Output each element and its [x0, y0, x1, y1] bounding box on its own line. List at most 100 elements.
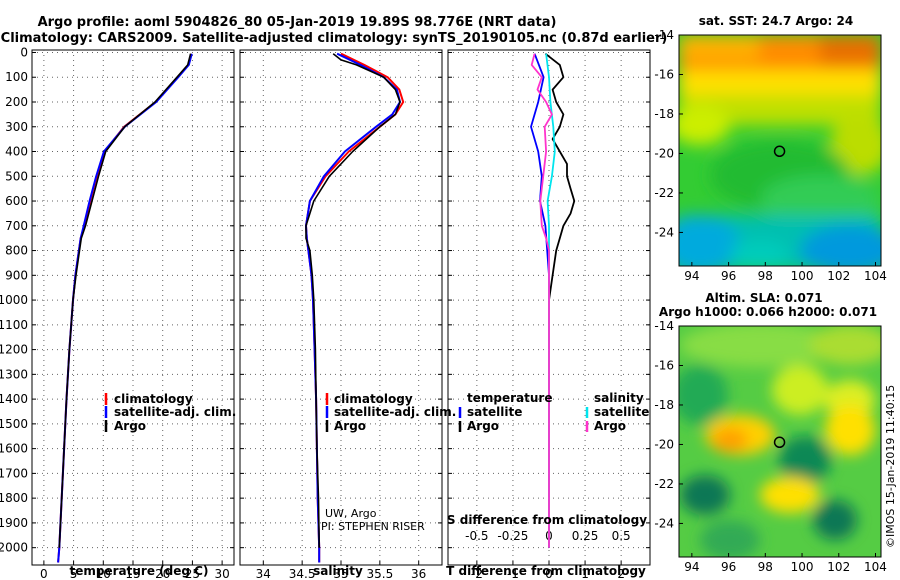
sla-map-field [679, 326, 881, 557]
legend-s-argo: Argo [594, 419, 626, 433]
temperature-legend: climatology satellite-adj. clim. Argo [104, 392, 236, 433]
map-x-tick-label: 96 [721, 560, 736, 574]
salinity-annotation-uw: UW, Argo [325, 507, 377, 520]
sla-argo-location-marker [773, 436, 786, 449]
pressure-tick-label: 900 [5, 268, 28, 282]
x-tick-label: 2 [617, 567, 625, 580]
map-x-tick-label: 94 [684, 269, 699, 283]
salinity-xlabel: salinity [313, 564, 363, 578]
legend-climatology: climatology [334, 392, 413, 406]
s-tick-label: 0.5 [612, 529, 631, 543]
sst-map-field [679, 35, 881, 266]
salinity-grid [240, 50, 442, 565]
x-tick-label: 34.5 [289, 567, 316, 580]
x-tick-label: -2 [471, 567, 483, 580]
legend-argo: Argo [114, 419, 146, 433]
header-line2: Climatology: CARS2009. Satellite-adjuste… [1, 31, 668, 46]
sst-map-ticks: 94 96 98 100 102 104 -14 -16 -18 -20 -22 -24 [654, 28, 887, 283]
pressure-tick-labels: 0 100 200 300 400 500 600 700 800 900 1000 1100 1200… [0, 45, 28, 554]
map-y-tick-label: -20 [654, 146, 674, 160]
x-tick-label: 25 [185, 567, 200, 580]
x-tick-label: 0 [545, 567, 553, 580]
pressure-tick-label: 700 [5, 219, 28, 233]
sla-map-frame [678, 325, 882, 558]
x-tick-label: 10 [96, 567, 111, 580]
sst-argo-location-marker [773, 145, 786, 158]
x-tick-label: 20 [155, 567, 170, 580]
pressure-tick-label: 500 [5, 169, 28, 183]
temperature-lines [57, 53, 193, 563]
satellite-adj-line [305, 52, 401, 563]
pressure-tick-label: 1400 [0, 392, 28, 406]
sst-map-title: sat. SST: 24.7 Argo: 24 [699, 14, 853, 28]
s-argo-diff-line [530, 53, 553, 548]
pressure-tick-label: 1000 [0, 293, 28, 307]
map-y-tick-label: -24 [654, 225, 674, 239]
pressure-tick-label: 400 [5, 145, 28, 159]
t-difference-tick-labels: -2 -1 0 1 2 [471, 567, 625, 580]
pressure-tick-label: 200 [5, 95, 28, 109]
difference-legend: temperature satellite Argo salinity sate… [458, 391, 649, 433]
map-x-tick-label: 104 [864, 560, 887, 574]
t-argo-diff-line [544, 52, 576, 548]
map-x-tick-label: 104 [864, 269, 887, 283]
pressure-tick-label: 1600 [0, 442, 28, 456]
map-y-tick-label: -20 [654, 437, 674, 451]
legend-t-satellite: satellite [467, 405, 522, 419]
map-x-tick-label: 102 [827, 560, 850, 574]
sla-map-title2: Argo h1000: 0.066 h2000: 0.071 [659, 305, 877, 319]
map-x-tick-label: 98 [758, 560, 773, 574]
pressure-tick-label: 800 [5, 244, 28, 258]
map-x-tick-label: 94 [684, 560, 699, 574]
legend-t-argo: Argo [467, 419, 499, 433]
x-tick-label: 35 [333, 567, 348, 580]
legend-salinity-title: salinity [594, 391, 644, 405]
sst-map-frame [678, 34, 882, 267]
argo-line [305, 53, 401, 548]
satellite-adj-line [57, 53, 193, 563]
t-difference-xlabel: T difference from climatology [446, 564, 646, 578]
pressure-tick-label: 1700 [0, 466, 28, 480]
salinity-annotation-pi: PI: STEPHEN RISER [321, 520, 425, 533]
pressure-tick-label: 1800 [0, 491, 28, 505]
s-tick-label: 0.25 [572, 529, 599, 543]
map-y-tick-label: -16 [654, 358, 674, 372]
temperature-xlabel: temperature (deg C) [70, 564, 209, 578]
salinity-tick-labels: 34 34.5 35 35.5 36 [256, 567, 427, 580]
temperature-grid [32, 50, 234, 565]
s-tick-label: -0.5 [465, 529, 488, 543]
x-tick-label: 35.5 [366, 567, 393, 580]
map-x-tick-label: 98 [758, 269, 773, 283]
x-tick-label: 0 [40, 567, 48, 580]
pressure-tick-label: 100 [5, 70, 28, 84]
map-y-tick-label: -22 [654, 186, 674, 200]
header-line1: Argo profile: aoml 5904826_80 05-Jan-201… [38, 15, 557, 30]
pressure-tick-label: 1100 [0, 318, 28, 332]
map-y-tick-label: -18 [654, 398, 674, 412]
pressure-tick-label: 600 [5, 194, 28, 208]
legend-satellite-adj: satellite-adj. clim. [114, 405, 236, 419]
legend-temperature-title: temperature [467, 391, 552, 405]
pressure-tick-label: 0 [20, 45, 28, 59]
x-tick-label: 36 [411, 567, 426, 580]
map-y-tick-label: -14 [654, 319, 674, 333]
pressure-tick-label: 300 [5, 120, 28, 134]
pressure-tick-label: 1300 [0, 367, 28, 381]
map-y-tick-label: -22 [654, 477, 674, 491]
sla-map-ticks: 94 96 98 100 102 104 -14 -16 -18 -20 -22 -24 [654, 319, 887, 574]
legend-s-satellite: satellite [594, 405, 649, 419]
x-tick-label: 15 [125, 567, 140, 580]
temperature-tick-labels: 0 5 10 15 20 25 30 [40, 567, 230, 580]
map-x-tick-label: 96 [721, 269, 736, 283]
map-x-tick-label: 100 [791, 269, 814, 283]
map-y-tick-label: -16 [654, 67, 674, 81]
sla-map-title1: Altim. SLA: 0.071 [705, 291, 822, 305]
pressure-tick-label: 1900 [0, 516, 28, 530]
pressure-tick-label: 1500 [0, 417, 28, 431]
map-y-tick-label: -18 [654, 107, 674, 121]
x-tick-label: 34 [256, 567, 271, 580]
salinity-legend: climatology satellite-adj. clim. Argo [325, 392, 456, 433]
s-difference-xlabel: S difference from climatology [447, 513, 647, 527]
legend-satellite-adj: satellite-adj. clim. [334, 405, 456, 419]
